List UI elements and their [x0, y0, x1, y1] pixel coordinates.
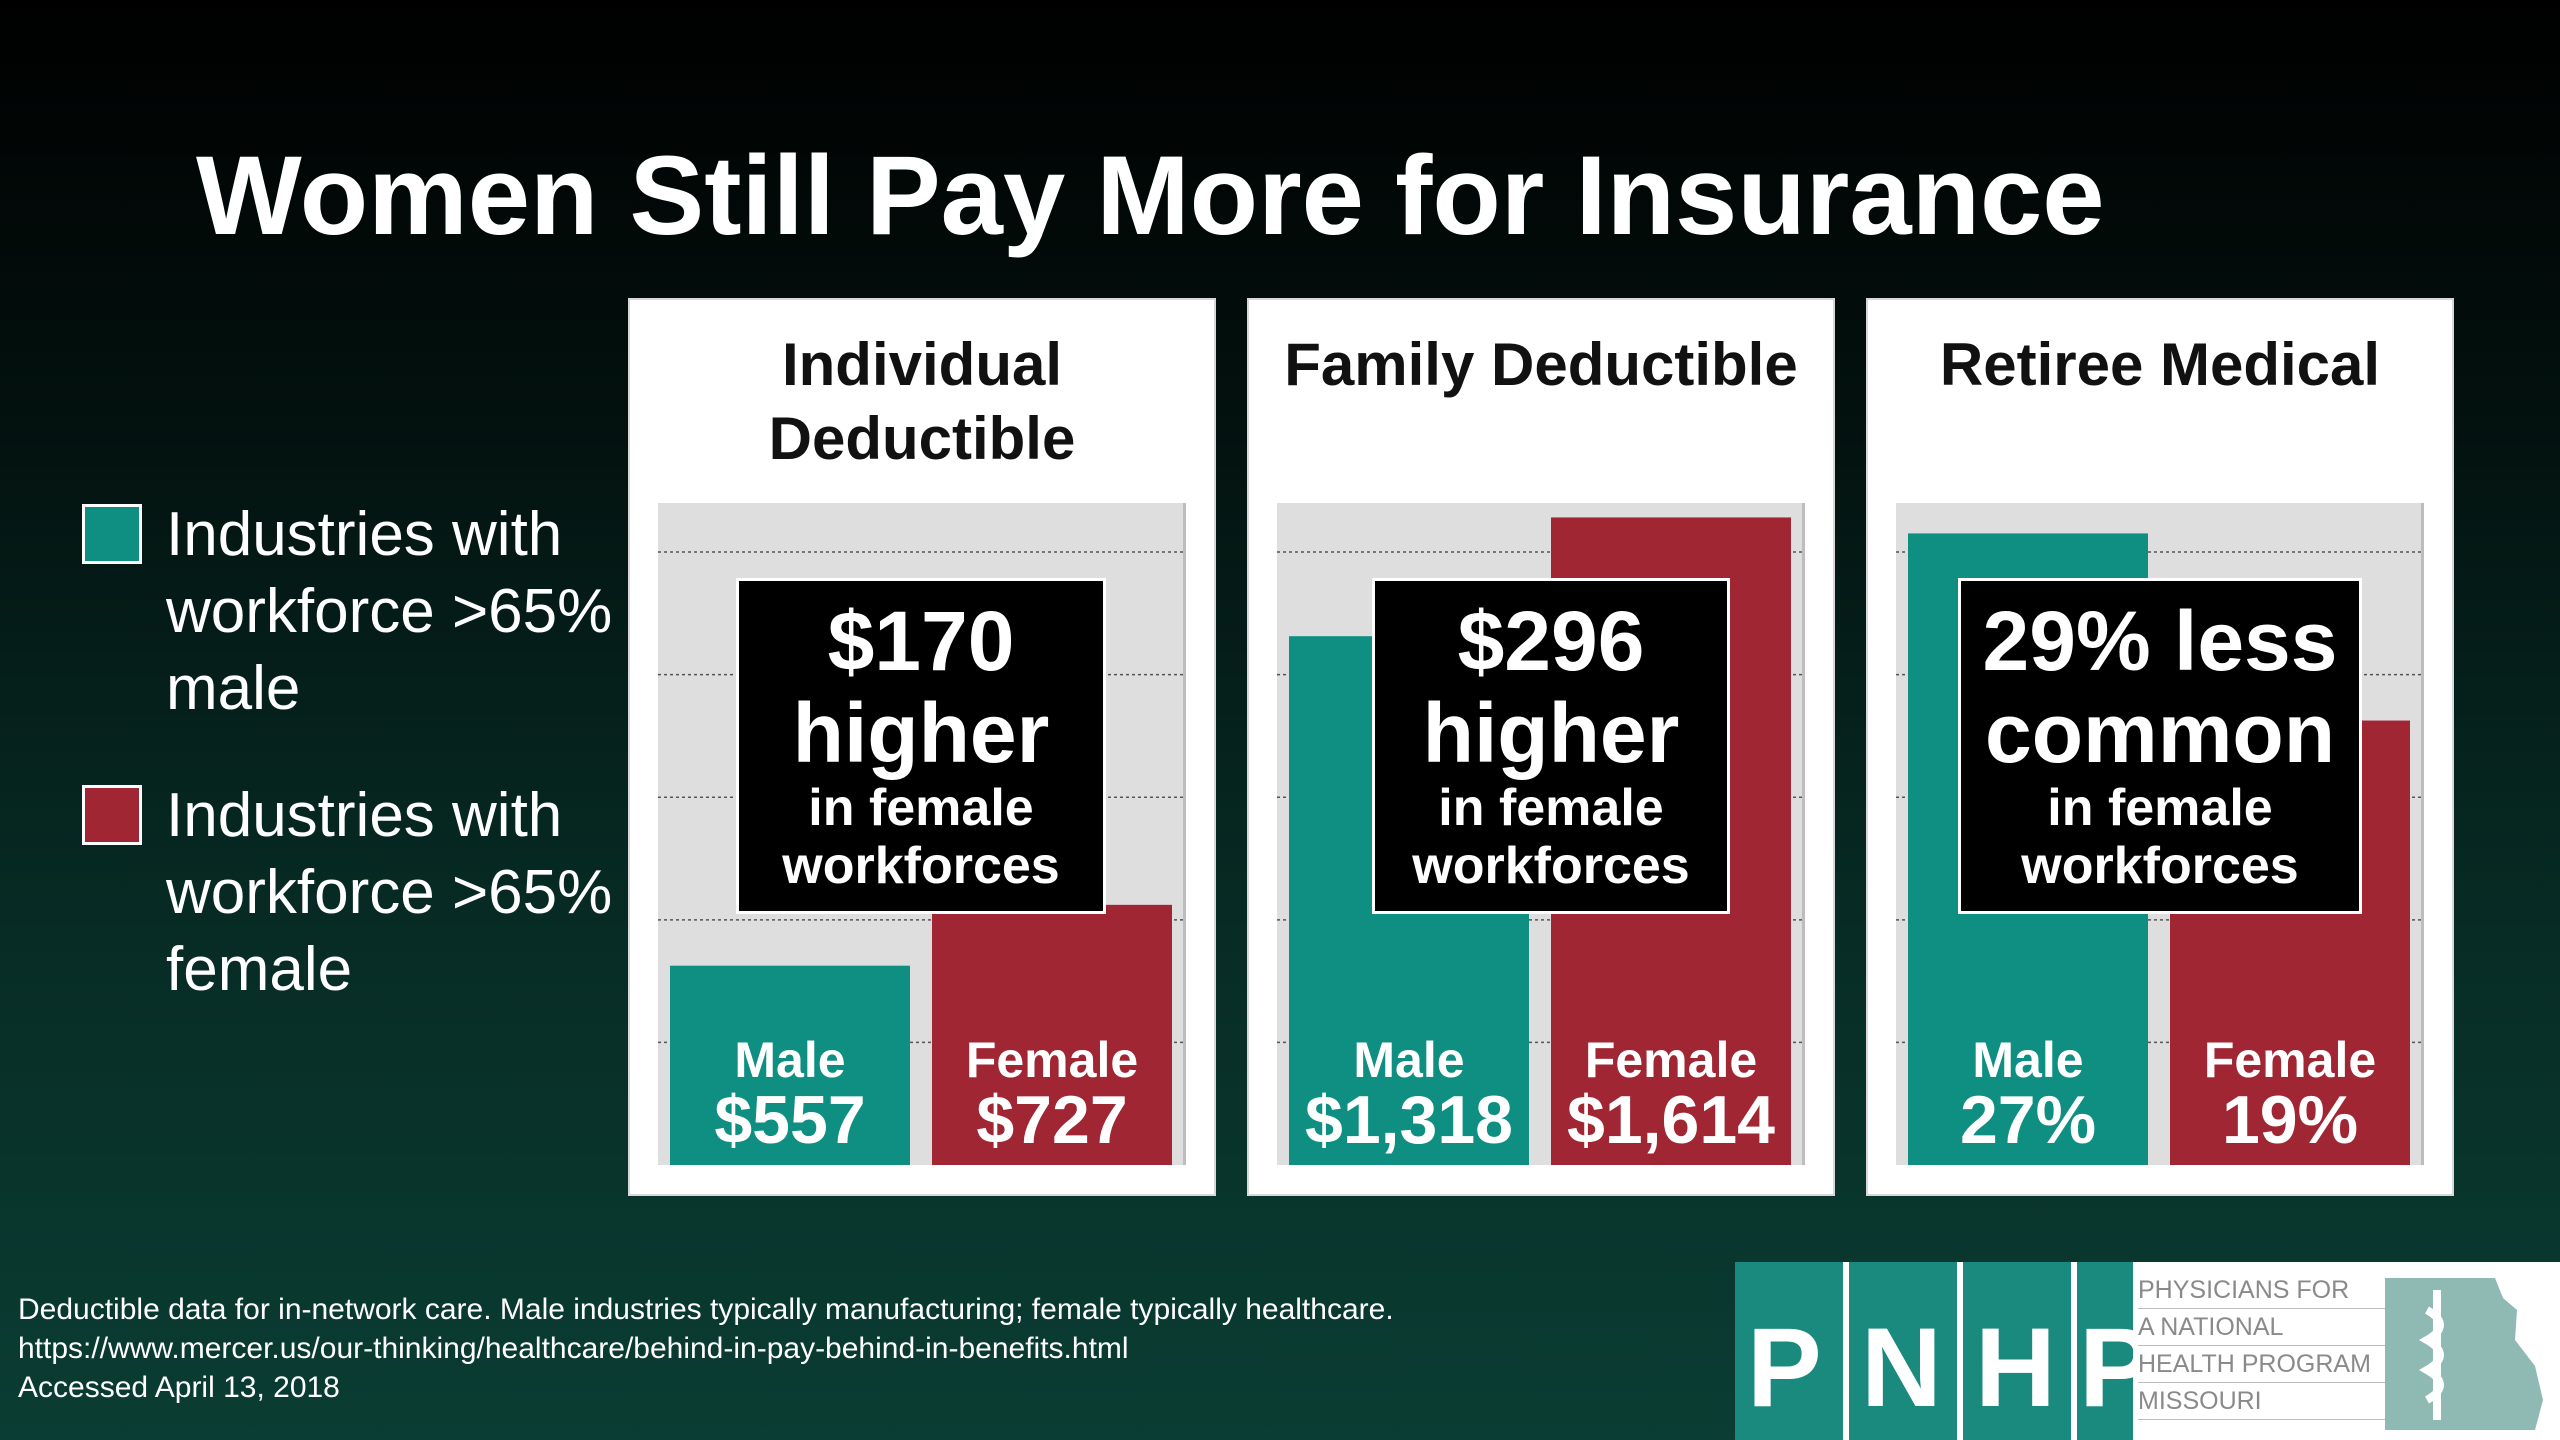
- plot-shadow: [1802, 503, 1805, 1165]
- plot-shadow: [2421, 503, 2424, 1165]
- panel-title-text: Retiree Medical: [1939, 331, 2381, 398]
- legend-item-female: Industries with workforce >65% female: [82, 777, 626, 1008]
- panel-title-text: Individual Deductible: [768, 331, 1076, 472]
- logo-letter-block: P: [1735, 1262, 1843, 1440]
- logo-line: HEALTH PROGRAM: [2138, 1346, 2388, 1383]
- logo-line: MISSOURI: [2138, 1383, 2388, 1420]
- logo-letter-block: P: [2077, 1262, 2154, 1440]
- panel-title: Retiree Medical: [1866, 328, 2454, 402]
- slide-title: Women Still Pay More for Insurance: [196, 133, 2105, 258]
- footnote-note: Deductible data for in-network care. Mal…: [18, 1293, 1394, 1326]
- panel-title: Individual Deductible: [628, 328, 1216, 476]
- legend-swatch-male: [82, 504, 142, 564]
- bar-category-label: Male: [1972, 1032, 2083, 1088]
- bar-category-label: Female: [2204, 1032, 2376, 1088]
- callout-direction: higher: [1422, 686, 1680, 780]
- panel-individual-deductible: Individual Deductible Male $557 Female $727…: [628, 298, 1216, 1196]
- bar-value-label: $1,318: [1305, 1082, 1513, 1158]
- panel-family-deductible: Family Deductible Male $1,318 Female $1,614…: [1247, 298, 1835, 1196]
- callout-context-1: in female: [808, 779, 1034, 837]
- bar-value-label: $557: [714, 1082, 865, 1158]
- bar-category-label: Female: [966, 1032, 1138, 1088]
- logo-letter-block: N: [1849, 1262, 1957, 1440]
- bar-category-label: Male: [1353, 1032, 1464, 1088]
- legend-label-female: Industries with workforce >65% female: [166, 781, 613, 1004]
- logo-line: PHYSICIANS FOR: [2138, 1272, 2388, 1309]
- callout-box: 29% less common in female workforces: [1958, 578, 2362, 914]
- callout-amount: $170: [827, 594, 1015, 688]
- logo-line: A NATIONAL: [2138, 1309, 2388, 1346]
- logo-letter: P: [2079, 1305, 2154, 1430]
- logo-letter: N: [1861, 1305, 1942, 1430]
- bar-male: [670, 965, 910, 1165]
- bar-value-label: 19%: [2222, 1082, 2358, 1158]
- bar-value-label: $727: [976, 1082, 1127, 1158]
- callout-direction: common: [1984, 686, 2336, 780]
- pnhp-logo: P N H P PHYSICIANS FOR A NATIONAL HEALTH…: [1735, 1262, 2560, 1440]
- panel-retiree-medical: Retiree Medical Male 27% Female 19% 29% les…: [1866, 298, 2454, 1196]
- callout-box: $296 higher in female workforces: [1372, 578, 1730, 914]
- bar-value-label: $1,614: [1567, 1082, 1775, 1158]
- callout-direction: higher: [792, 686, 1050, 780]
- bar-category-label: Female: [1585, 1032, 1757, 1088]
- bar-value-label: 27%: [1960, 1082, 2096, 1158]
- logo-letter-block: H: [1963, 1262, 2071, 1440]
- logo-organization-name: PHYSICIANS FOR A NATIONAL HEALTH PROGRAM…: [2138, 1272, 2388, 1420]
- legend-label-male: Industries with workforce >65% male: [166, 500, 613, 723]
- callout-amount: $296: [1457, 594, 1645, 688]
- callout-context-1: in female: [1438, 779, 1664, 837]
- callout-context-1: in female: [2047, 779, 2273, 837]
- panel-title: Family Deductible: [1247, 328, 1835, 402]
- source-footnote: Deductible data for in-network care. Mal…: [18, 1290, 1658, 1407]
- chart-legend: Industries with workforce >65% male Indu…: [82, 496, 626, 1058]
- callout-context-2: workforces: [2021, 837, 2299, 895]
- callout-box: $170 higher in female workforces: [736, 578, 1106, 914]
- callout-context-2: workforces: [782, 837, 1060, 895]
- plot-shadow: [1183, 503, 1186, 1165]
- missouri-caduceus-icon: [2385, 1278, 2543, 1430]
- footnote-accessed-date: Accessed April 13, 2018: [18, 1371, 340, 1404]
- legend-swatch-female: [82, 785, 142, 845]
- bar-category-label: Male: [734, 1032, 845, 1088]
- callout-amount: 29% less: [1982, 594, 2338, 688]
- footnote-source-url: https://www.mercer.us/our-thinking/healt…: [18, 1332, 1129, 1365]
- logo-letter: P: [1747, 1305, 1822, 1430]
- logo-letter: H: [1975, 1305, 2056, 1430]
- legend-item-male: Industries with workforce >65% male: [82, 496, 626, 727]
- bar-female: [932, 904, 1172, 1165]
- panel-title-text: Family Deductible: [1284, 331, 1798, 398]
- callout-context-2: workforces: [1412, 837, 1690, 895]
